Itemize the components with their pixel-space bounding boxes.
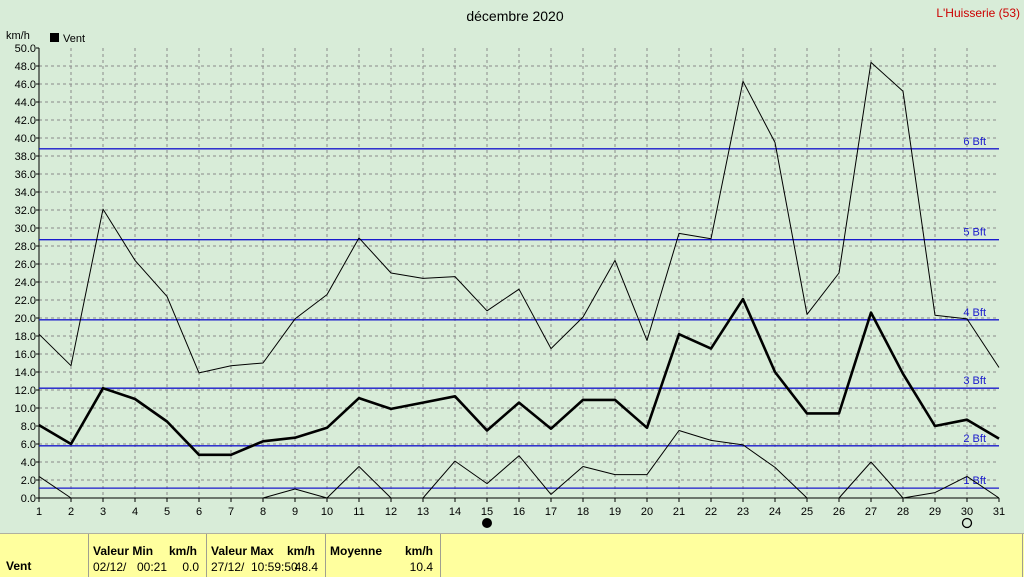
y-tick-label: 46.0 bbox=[15, 79, 36, 91]
legend-swatch bbox=[50, 33, 59, 42]
x-tick-label: 7 bbox=[228, 506, 234, 518]
min-date: 02/12/ bbox=[93, 560, 127, 574]
max-unit: km/h bbox=[287, 544, 316, 558]
x-tick-label: 3 bbox=[100, 506, 106, 518]
y-tick-label: 38.0 bbox=[15, 151, 36, 163]
min-header: Valeur Min bbox=[93, 544, 154, 558]
x-tick-label: 2 bbox=[68, 506, 74, 518]
x-tick-label: 5 bbox=[164, 506, 170, 518]
beaufort-label: 6 Bft bbox=[963, 136, 986, 148]
y-tick-label: 44.0 bbox=[15, 97, 36, 109]
footer-empty-cell bbox=[441, 534, 1023, 577]
series-line-max bbox=[38, 61, 1000, 374]
x-tick-label: 9 bbox=[292, 506, 298, 518]
max-header: Valeur Max bbox=[211, 544, 274, 558]
x-tick-label: 12 bbox=[385, 506, 397, 518]
mean-header: Moyenne bbox=[330, 544, 383, 558]
y-tick-label: 26.0 bbox=[15, 259, 36, 271]
y-tick-label: 36.0 bbox=[15, 169, 36, 181]
y-axis-unit: km/h bbox=[6, 30, 30, 42]
mean-unit: km/h bbox=[405, 544, 434, 558]
x-tick-label: 11 bbox=[353, 506, 364, 518]
footer-min-cell: Valeur Min km/h 02/12/ 00:21 0.0 bbox=[89, 534, 207, 577]
y-tick-label: 34.0 bbox=[15, 187, 36, 199]
x-tick-label: 10 bbox=[321, 506, 333, 518]
x-tick-label: 16 bbox=[513, 506, 525, 518]
x-tick-label: 6 bbox=[196, 506, 202, 518]
series-line-min bbox=[38, 475, 72, 499]
stats-footer: Vent Valeur Min km/h 02/12/ 00:21 0.0 Va… bbox=[0, 533, 1024, 577]
footer-series-cell: Vent bbox=[0, 534, 89, 577]
footer-max-cell: Valeur Max km/h 27/12/ 10:59:50 48.4 bbox=[207, 534, 326, 577]
y-tick-label: 50.0 bbox=[15, 43, 36, 55]
y-tick-label: 0.0 bbox=[21, 493, 36, 505]
x-tick-label: 28 bbox=[897, 506, 909, 518]
x-tick-label: 24 bbox=[769, 506, 781, 518]
full-moon-icon bbox=[961, 517, 973, 529]
x-tick-label: 4 bbox=[132, 506, 138, 518]
y-tick-label: 20.0 bbox=[15, 313, 36, 325]
footer-mean-cell: Moyenne km/h 10.4 bbox=[326, 534, 441, 577]
new-moon-icon bbox=[482, 518, 492, 528]
series-line-min bbox=[262, 430, 1000, 499]
x-tick-label: 1 bbox=[36, 506, 42, 518]
x-tick-label: 25 bbox=[801, 506, 813, 518]
x-tick-label: 19 bbox=[609, 506, 621, 518]
x-tick-label: 23 bbox=[737, 506, 749, 518]
footer-series-label: Vent bbox=[6, 559, 32, 573]
beaufort-label: 5 Bft bbox=[963, 227, 986, 239]
beaufort-label: 3 Bft bbox=[963, 375, 986, 387]
beaufort-label: 2 Bft bbox=[963, 433, 986, 445]
y-tick-label: 32.0 bbox=[15, 205, 36, 217]
y-tick-label: 18.0 bbox=[15, 331, 36, 343]
x-tick-label: 29 bbox=[929, 506, 941, 518]
max-time: 10:59:50 bbox=[251, 560, 298, 574]
x-tick-label: 31 bbox=[993, 506, 1005, 518]
y-tick-label: 42.0 bbox=[15, 115, 36, 127]
x-tick-label: 14 bbox=[449, 506, 461, 518]
wind-chart: décembre 2020 L'Huisserie (53) km/h Vent… bbox=[6, 6, 1020, 529]
x-tick-label: 30 bbox=[961, 506, 973, 518]
y-tick-label: 12.0 bbox=[15, 385, 36, 397]
y-tick-label: 30.0 bbox=[15, 223, 36, 235]
x-tick-label: 18 bbox=[577, 506, 589, 518]
y-tick-label: 16.0 bbox=[15, 349, 36, 361]
y-tick-label: 2.0 bbox=[21, 475, 36, 487]
x-tick-label: 22 bbox=[705, 506, 717, 518]
x-tick-label: 20 bbox=[641, 506, 653, 518]
y-tick-label: 6.0 bbox=[21, 439, 36, 451]
x-tick-label: 17 bbox=[545, 506, 557, 518]
max-value: 48.4 bbox=[294, 560, 318, 574]
y-tick-label: 24.0 bbox=[15, 277, 36, 289]
x-tick-label: 26 bbox=[833, 506, 845, 518]
x-tick-label: 15 bbox=[481, 506, 493, 518]
x-tick-label: 13 bbox=[417, 506, 429, 518]
series-line-mean bbox=[38, 297, 1000, 457]
x-tick-label: 8 bbox=[260, 506, 266, 518]
x-tick-label: 27 bbox=[865, 506, 877, 518]
y-tick-label: 40.0 bbox=[15, 133, 36, 145]
chart-title: décembre 2020 bbox=[466, 8, 564, 24]
x-tick-label: 21 bbox=[673, 506, 685, 518]
min-time: 00:21 bbox=[137, 560, 168, 574]
max-date: 27/12/ bbox=[211, 560, 245, 574]
y-tick-label: 10.0 bbox=[15, 403, 36, 415]
beaufort-label: 4 Bft bbox=[963, 307, 986, 319]
y-tick-label: 48.0 bbox=[15, 61, 36, 73]
y-tick-label: 22.0 bbox=[15, 295, 36, 307]
y-tick-label: 28.0 bbox=[15, 241, 36, 253]
y-tick-label: 8.0 bbox=[21, 421, 36, 433]
legend-label: Vent bbox=[63, 33, 85, 45]
min-value: 0.0 bbox=[182, 560, 199, 574]
station-label: L'Huisserie (53) bbox=[936, 6, 1020, 20]
y-tick-label: 4.0 bbox=[21, 457, 36, 469]
mean-value: 10.4 bbox=[409, 560, 433, 574]
min-unit: km/h bbox=[169, 544, 198, 558]
y-tick-label: 14.0 bbox=[15, 367, 36, 379]
